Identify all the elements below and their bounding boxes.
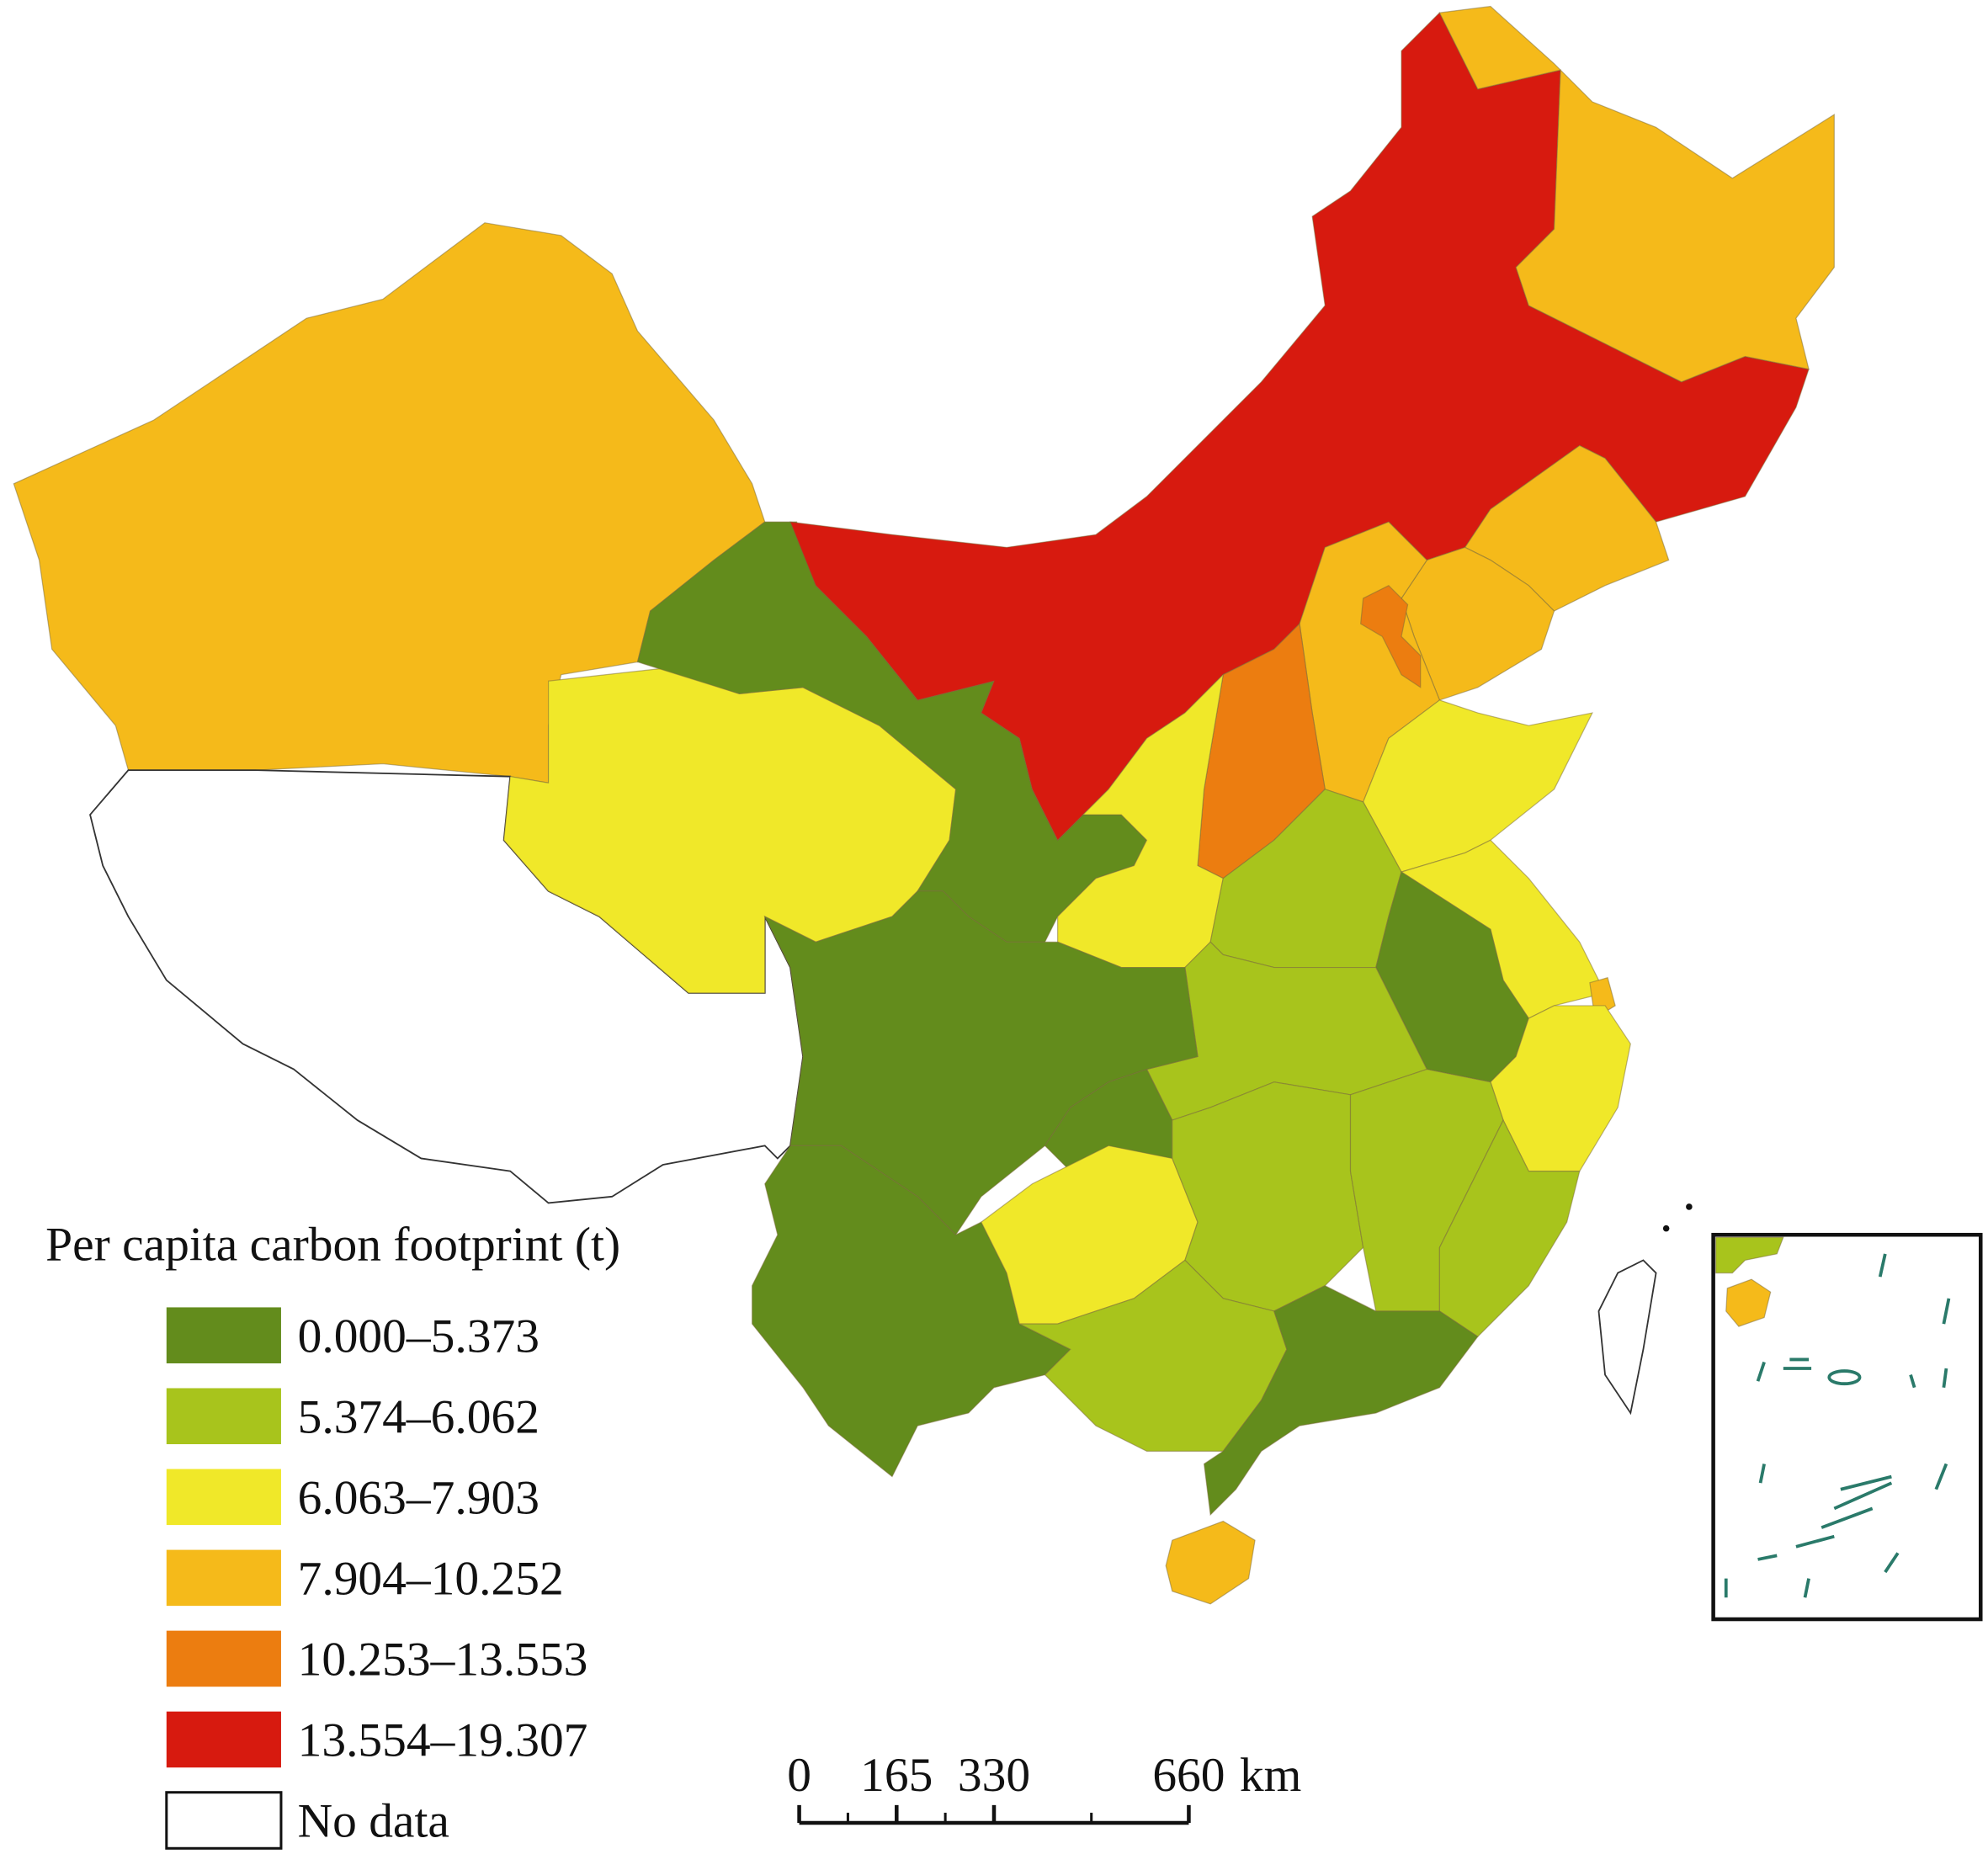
scale-label: 0	[787, 1749, 811, 1802]
legend-swatch	[166, 1307, 281, 1363]
legend-label: 13.554–19.307	[298, 1714, 588, 1767]
region	[1438, 1118, 1581, 1338]
legend: 0.000–5.373 5.374–6.062 6.063–7.903 7.904–1…	[165, 1307, 588, 1850]
region	[1203, 1285, 1479, 1517]
region	[1725, 1278, 1772, 1327]
legend-swatch	[166, 1549, 281, 1607]
region	[1438, 5, 1835, 383]
legend-swatch	[166, 1388, 281, 1445]
legend-swatch	[166, 1469, 281, 1526]
scale-label: 330	[958, 1749, 1030, 1802]
scale-label: 165	[860, 1749, 933, 1802]
region	[1715, 1236, 1784, 1274]
scale-label: 660	[1152, 1749, 1225, 1802]
region	[752, 1145, 1071, 1478]
island	[1662, 1225, 1670, 1232]
legend-label: No data	[298, 1795, 449, 1848]
scale-bar: 0 165 330 660 km	[787, 1749, 1301, 1825]
region	[1359, 585, 1422, 688]
legend-swatch	[165, 1791, 283, 1850]
inset	[1711, 1232, 1983, 1622]
legend-swatch	[166, 1711, 281, 1768]
legend-label: 10.253–13.553	[298, 1634, 588, 1687]
region-no-data	[1597, 1259, 1657, 1416]
island	[1686, 1203, 1693, 1210]
legend-label: 6.063–7.903	[298, 1471, 540, 1524]
legend-swatch	[166, 1630, 281, 1687]
legend-title: Per capita carbon footprint (t)	[45, 1218, 620, 1271]
region	[1165, 1520, 1256, 1605]
legend-label: 5.374–6.062	[298, 1390, 540, 1443]
scale-unit: km	[1240, 1749, 1301, 1802]
provinces	[13, 5, 1835, 1605]
inset-islands	[1724, 1253, 1951, 1598]
legend-label: 7.904–10.252	[298, 1553, 564, 1606]
legend-label: 0.000–5.373	[298, 1310, 540, 1363]
